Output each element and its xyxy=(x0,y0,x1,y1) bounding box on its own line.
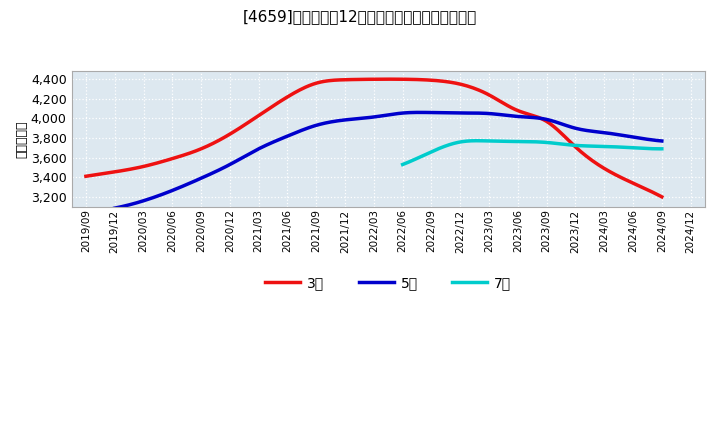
5年 xyxy=(447,110,456,116)
Legend: 3年, 5年, 7年: 3年, 5年, 7年 xyxy=(260,271,517,296)
Line: 5年: 5年 xyxy=(114,112,662,208)
5年 xyxy=(112,205,121,210)
3年 xyxy=(424,77,433,83)
3年 xyxy=(81,174,90,179)
3年 xyxy=(384,77,392,82)
Line: 3年: 3年 xyxy=(86,79,662,197)
Line: 7年: 7年 xyxy=(402,141,662,165)
5年 xyxy=(608,131,617,136)
Text: [4659]　経常利益12か月移動合計の平均値の推移: [4659] 経常利益12か月移動合計の平均値の推移 xyxy=(243,9,477,24)
7年 xyxy=(657,146,666,151)
5年 xyxy=(110,205,119,211)
7年 xyxy=(634,146,643,151)
3年 xyxy=(84,173,92,179)
7年 xyxy=(399,161,408,167)
5年 xyxy=(436,110,445,115)
7年 xyxy=(618,145,626,150)
7年 xyxy=(554,141,562,146)
Y-axis label: （百万円）: （百万円） xyxy=(15,120,28,158)
5年 xyxy=(657,138,666,143)
7年 xyxy=(473,138,482,143)
5年 xyxy=(438,110,446,115)
3年 xyxy=(606,169,614,174)
3年 xyxy=(569,142,577,147)
3年 xyxy=(426,77,435,83)
3年 xyxy=(436,78,445,84)
5年 xyxy=(416,110,425,115)
7年 xyxy=(398,162,407,167)
7年 xyxy=(558,141,567,147)
3年 xyxy=(657,194,666,199)
7年 xyxy=(553,141,562,146)
5年 xyxy=(573,126,582,132)
